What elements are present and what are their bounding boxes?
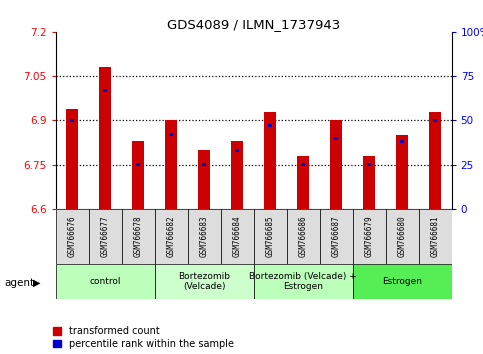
Bar (268, 124, 272, 127)
Text: Bortezomib (Velcade) +
Estrogen: Bortezomib (Velcade) + Estrogen (249, 272, 357, 291)
Bar (155, 264, 254, 299)
Bar (132, 141, 144, 209)
Text: GSM766680: GSM766680 (398, 216, 407, 257)
Bar (199, 150, 210, 209)
Text: GSM766678: GSM766678 (134, 216, 142, 257)
Text: agent: agent (5, 278, 35, 288)
Text: GSM766685: GSM766685 (266, 216, 274, 257)
Bar (320, 209, 353, 264)
Text: control: control (89, 277, 121, 286)
Bar (231, 141, 243, 209)
Bar (103, 89, 107, 92)
Text: GSM766682: GSM766682 (167, 216, 175, 257)
Bar (429, 112, 441, 209)
Bar (385, 209, 419, 264)
Bar (254, 209, 286, 264)
Bar (56, 264, 155, 299)
Text: GSM766683: GSM766683 (199, 216, 209, 257)
Bar (298, 156, 309, 209)
Bar (169, 133, 173, 136)
Bar (202, 163, 206, 166)
Bar (353, 209, 385, 264)
Text: GSM766677: GSM766677 (100, 216, 110, 257)
Bar (88, 209, 122, 264)
Bar (433, 119, 437, 122)
Bar (56, 209, 88, 264)
Bar (187, 209, 221, 264)
Bar (419, 209, 452, 264)
Text: GSM766681: GSM766681 (431, 216, 440, 257)
Bar (367, 163, 371, 166)
Bar (99, 67, 111, 209)
Text: Estrogen: Estrogen (382, 277, 422, 286)
Bar (66, 109, 78, 209)
Text: GSM766676: GSM766676 (68, 216, 76, 257)
Bar (353, 264, 452, 299)
Bar (235, 149, 239, 152)
Bar (400, 140, 404, 143)
Bar (254, 264, 353, 299)
Text: GSM766687: GSM766687 (332, 216, 341, 257)
Bar (70, 119, 74, 122)
Bar (334, 137, 338, 139)
Bar (286, 209, 320, 264)
Text: ▶: ▶ (32, 278, 40, 288)
Title: GDS4089 / ILMN_1737943: GDS4089 / ILMN_1737943 (167, 18, 340, 31)
Bar (330, 120, 342, 209)
Bar (363, 156, 375, 209)
Bar (301, 163, 305, 166)
Text: GSM766686: GSM766686 (298, 216, 308, 257)
Bar (397, 135, 408, 209)
Bar (221, 209, 254, 264)
Bar (165, 120, 177, 209)
Legend: transformed count, percentile rank within the sample: transformed count, percentile rank withi… (53, 326, 234, 349)
Text: GSM766684: GSM766684 (233, 216, 242, 257)
Text: Bortezomib
(Velcade): Bortezomib (Velcade) (178, 272, 230, 291)
Bar (136, 163, 140, 166)
Bar (264, 112, 276, 209)
Bar (155, 209, 187, 264)
Bar (122, 209, 155, 264)
Text: GSM766679: GSM766679 (365, 216, 373, 257)
